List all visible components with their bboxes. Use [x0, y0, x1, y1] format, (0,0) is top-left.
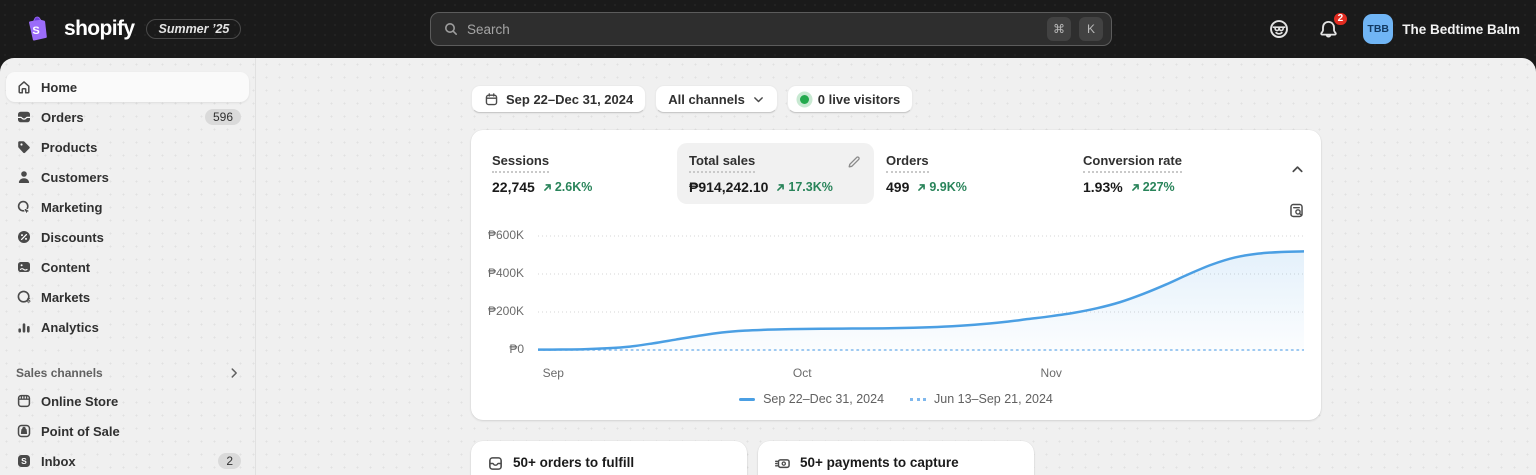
orders-to-fulfill-card[interactable]: 50+ orders to fulfill: [471, 441, 747, 475]
chart-x-axis: Sep Oct Nov: [538, 358, 1304, 384]
search-input[interactable]: [467, 21, 1039, 37]
orders-delta: 9.9K%: [916, 180, 967, 194]
search-icon: [443, 21, 459, 37]
chevron-up-icon: [1292, 166, 1303, 173]
search-bar[interactable]: ⌘ K: [430, 12, 1112, 46]
store-avatar: TBB: [1363, 14, 1394, 44]
sidebar: Home Orders 596 Products: [0, 58, 256, 475]
total-sales-delta: 17.3K%: [775, 180, 833, 194]
sidebar-item-inbox[interactable]: S Inbox 2: [6, 446, 249, 475]
bell-icon: [1318, 19, 1339, 40]
metric-orders[interactable]: Orders 499 9.9K%: [886, 153, 967, 195]
storefront-icon: [16, 393, 32, 409]
dotted-line-swatch: [910, 397, 927, 401]
arrow-up-right-icon: [918, 183, 926, 191]
arrow-up-right-icon: [777, 183, 785, 191]
task-cards-row: 50+ orders to fulfill 50+ payments to ca…: [471, 441, 1321, 475]
x-tick-label: Sep: [542, 366, 564, 380]
sidebar-item-customers[interactable]: Customers: [6, 162, 249, 192]
y-tick-label: ₱400K: [487, 266, 524, 280]
orders-icon: [16, 109, 32, 125]
chart-legend: Sep 22–Dec 31, 2024 Jun 13–Sep 21, 2024: [471, 392, 1321, 406]
x-tick-label: Nov: [1040, 366, 1062, 380]
metric-conversion-rate[interactable]: Conversion rate 1.93% 227%: [1083, 153, 1182, 195]
chevron-right-icon: [227, 366, 241, 380]
legend-comparison-period: Jun 13–Sep 21, 2024: [910, 392, 1053, 406]
dashboard-toolbar: Sep 22–Dec 31, 2024 All channels 0 live …: [471, 85, 1321, 113]
legend-current-period: Sep 22–Dec 31, 2024: [739, 392, 884, 406]
chevron-down-icon: [752, 93, 765, 106]
store-name: The Bedtime Balm: [1402, 21, 1520, 37]
sidebar-item-marketing[interactable]: Marketing: [6, 192, 249, 222]
arrow-up-right-icon: [543, 183, 551, 191]
conversion-delta: 227%: [1130, 180, 1175, 194]
date-range-button[interactable]: Sep 22–Dec 31, 2024: [471, 85, 647, 113]
sales-channels-header[interactable]: Sales channels: [6, 360, 249, 386]
topbar: S shopify Summer ’25 ⌘ K: [0, 0, 1536, 58]
sidebar-item-analytics[interactable]: Analytics: [6, 312, 249, 342]
globe-dollar-icon: $: [16, 289, 32, 305]
sessions-delta: 2.6K%: [542, 180, 592, 194]
shortcut-cmd-key: ⌘: [1047, 17, 1071, 41]
sidebar-item-home[interactable]: Home: [6, 72, 249, 102]
calendar-icon: [484, 92, 499, 107]
notification-count-badge: 2: [1331, 10, 1350, 27]
sidebar-item-orders[interactable]: Orders 596: [6, 102, 249, 132]
sidekick-button[interactable]: [1264, 14, 1294, 44]
view-report-button[interactable]: [1288, 202, 1305, 219]
sidebar-item-markets[interactable]: $ Markets: [6, 282, 249, 312]
y-tick-label: ₱0: [509, 342, 524, 356]
sidekick-icon: [1268, 18, 1290, 40]
chart-y-axis: ₱0 ₱200K ₱400K ₱600K: [471, 228, 524, 358]
edit-pencil-icon[interactable]: [846, 154, 862, 170]
y-tick-label: ₱600K: [487, 228, 524, 242]
brand-wordmark: shopify: [64, 17, 135, 40]
chart-plot[interactable]: [538, 228, 1304, 358]
discount-icon: [16, 229, 32, 245]
metrics-row: Sessions 22,745 2.6K% Total sales: [471, 143, 1321, 204]
y-tick-label: ₱200K: [487, 304, 524, 318]
payments-to-capture-card[interactable]: 50+ payments to capture: [758, 441, 1034, 475]
version-badge: Summer ’25: [146, 19, 242, 39]
marketing-target-icon: [16, 199, 32, 215]
live-indicator-dot: [799, 94, 809, 104]
analytics-overview-card: Sessions 22,745 2.6K% Total sales: [471, 130, 1321, 420]
channels-filter-button[interactable]: All channels: [655, 85, 778, 113]
pos-icon: [16, 423, 32, 439]
bar-chart-icon: [16, 319, 32, 335]
fulfill-box-icon: [487, 455, 504, 472]
total-sales-chart: ₱0 ₱200K ₱400K ₱600K Sep Oct Nov: [471, 228, 1321, 384]
metric-sessions[interactable]: Sessions 22,745 2.6K%: [492, 153, 593, 195]
sidebar-item-online-store[interactable]: Online Store: [6, 386, 249, 416]
person-icon: [16, 169, 32, 185]
notifications-button[interactable]: 2: [1314, 10, 1350, 44]
inbox-count-badge: 2: [218, 453, 241, 469]
live-visitors-button[interactable]: 0 live visitors: [786, 85, 914, 113]
payment-icon: [774, 455, 791, 472]
sidebar-item-discounts[interactable]: Discounts: [6, 222, 249, 252]
media-icon: [16, 259, 32, 275]
metric-total-sales[interactable]: Total sales ₱914,242.10 17.3K%: [677, 143, 874, 204]
arrow-up-right-icon: [1131, 183, 1139, 191]
tag-icon: [16, 139, 32, 155]
sidebar-item-content[interactable]: Content: [6, 252, 249, 282]
sidebar-item-point-of-sale[interactable]: Point of Sale: [6, 416, 249, 446]
main-content: Sep 22–Dec 31, 2024 All channels 0 live …: [256, 58, 1536, 475]
store-menu[interactable]: TBB The Bedtime Balm: [1363, 14, 1520, 44]
orders-count-badge: 596: [204, 109, 241, 125]
home-icon: [16, 79, 32, 95]
report-search-icon: [1290, 203, 1303, 218]
svg-text:S: S: [32, 25, 39, 37]
x-tick-label: Oct: [792, 366, 812, 380]
svg-text:S: S: [21, 456, 27, 466]
shopify-logo-icon[interactable]: S: [22, 13, 52, 45]
solid-line-swatch: [739, 397, 756, 401]
sidebar-item-products[interactable]: Products: [6, 132, 249, 162]
collapse-chart-button[interactable]: [1290, 162, 1305, 177]
shortcut-k-key: K: [1079, 17, 1103, 41]
svg-text:$: $: [27, 298, 31, 305]
shop-inbox-icon: S: [16, 453, 32, 469]
